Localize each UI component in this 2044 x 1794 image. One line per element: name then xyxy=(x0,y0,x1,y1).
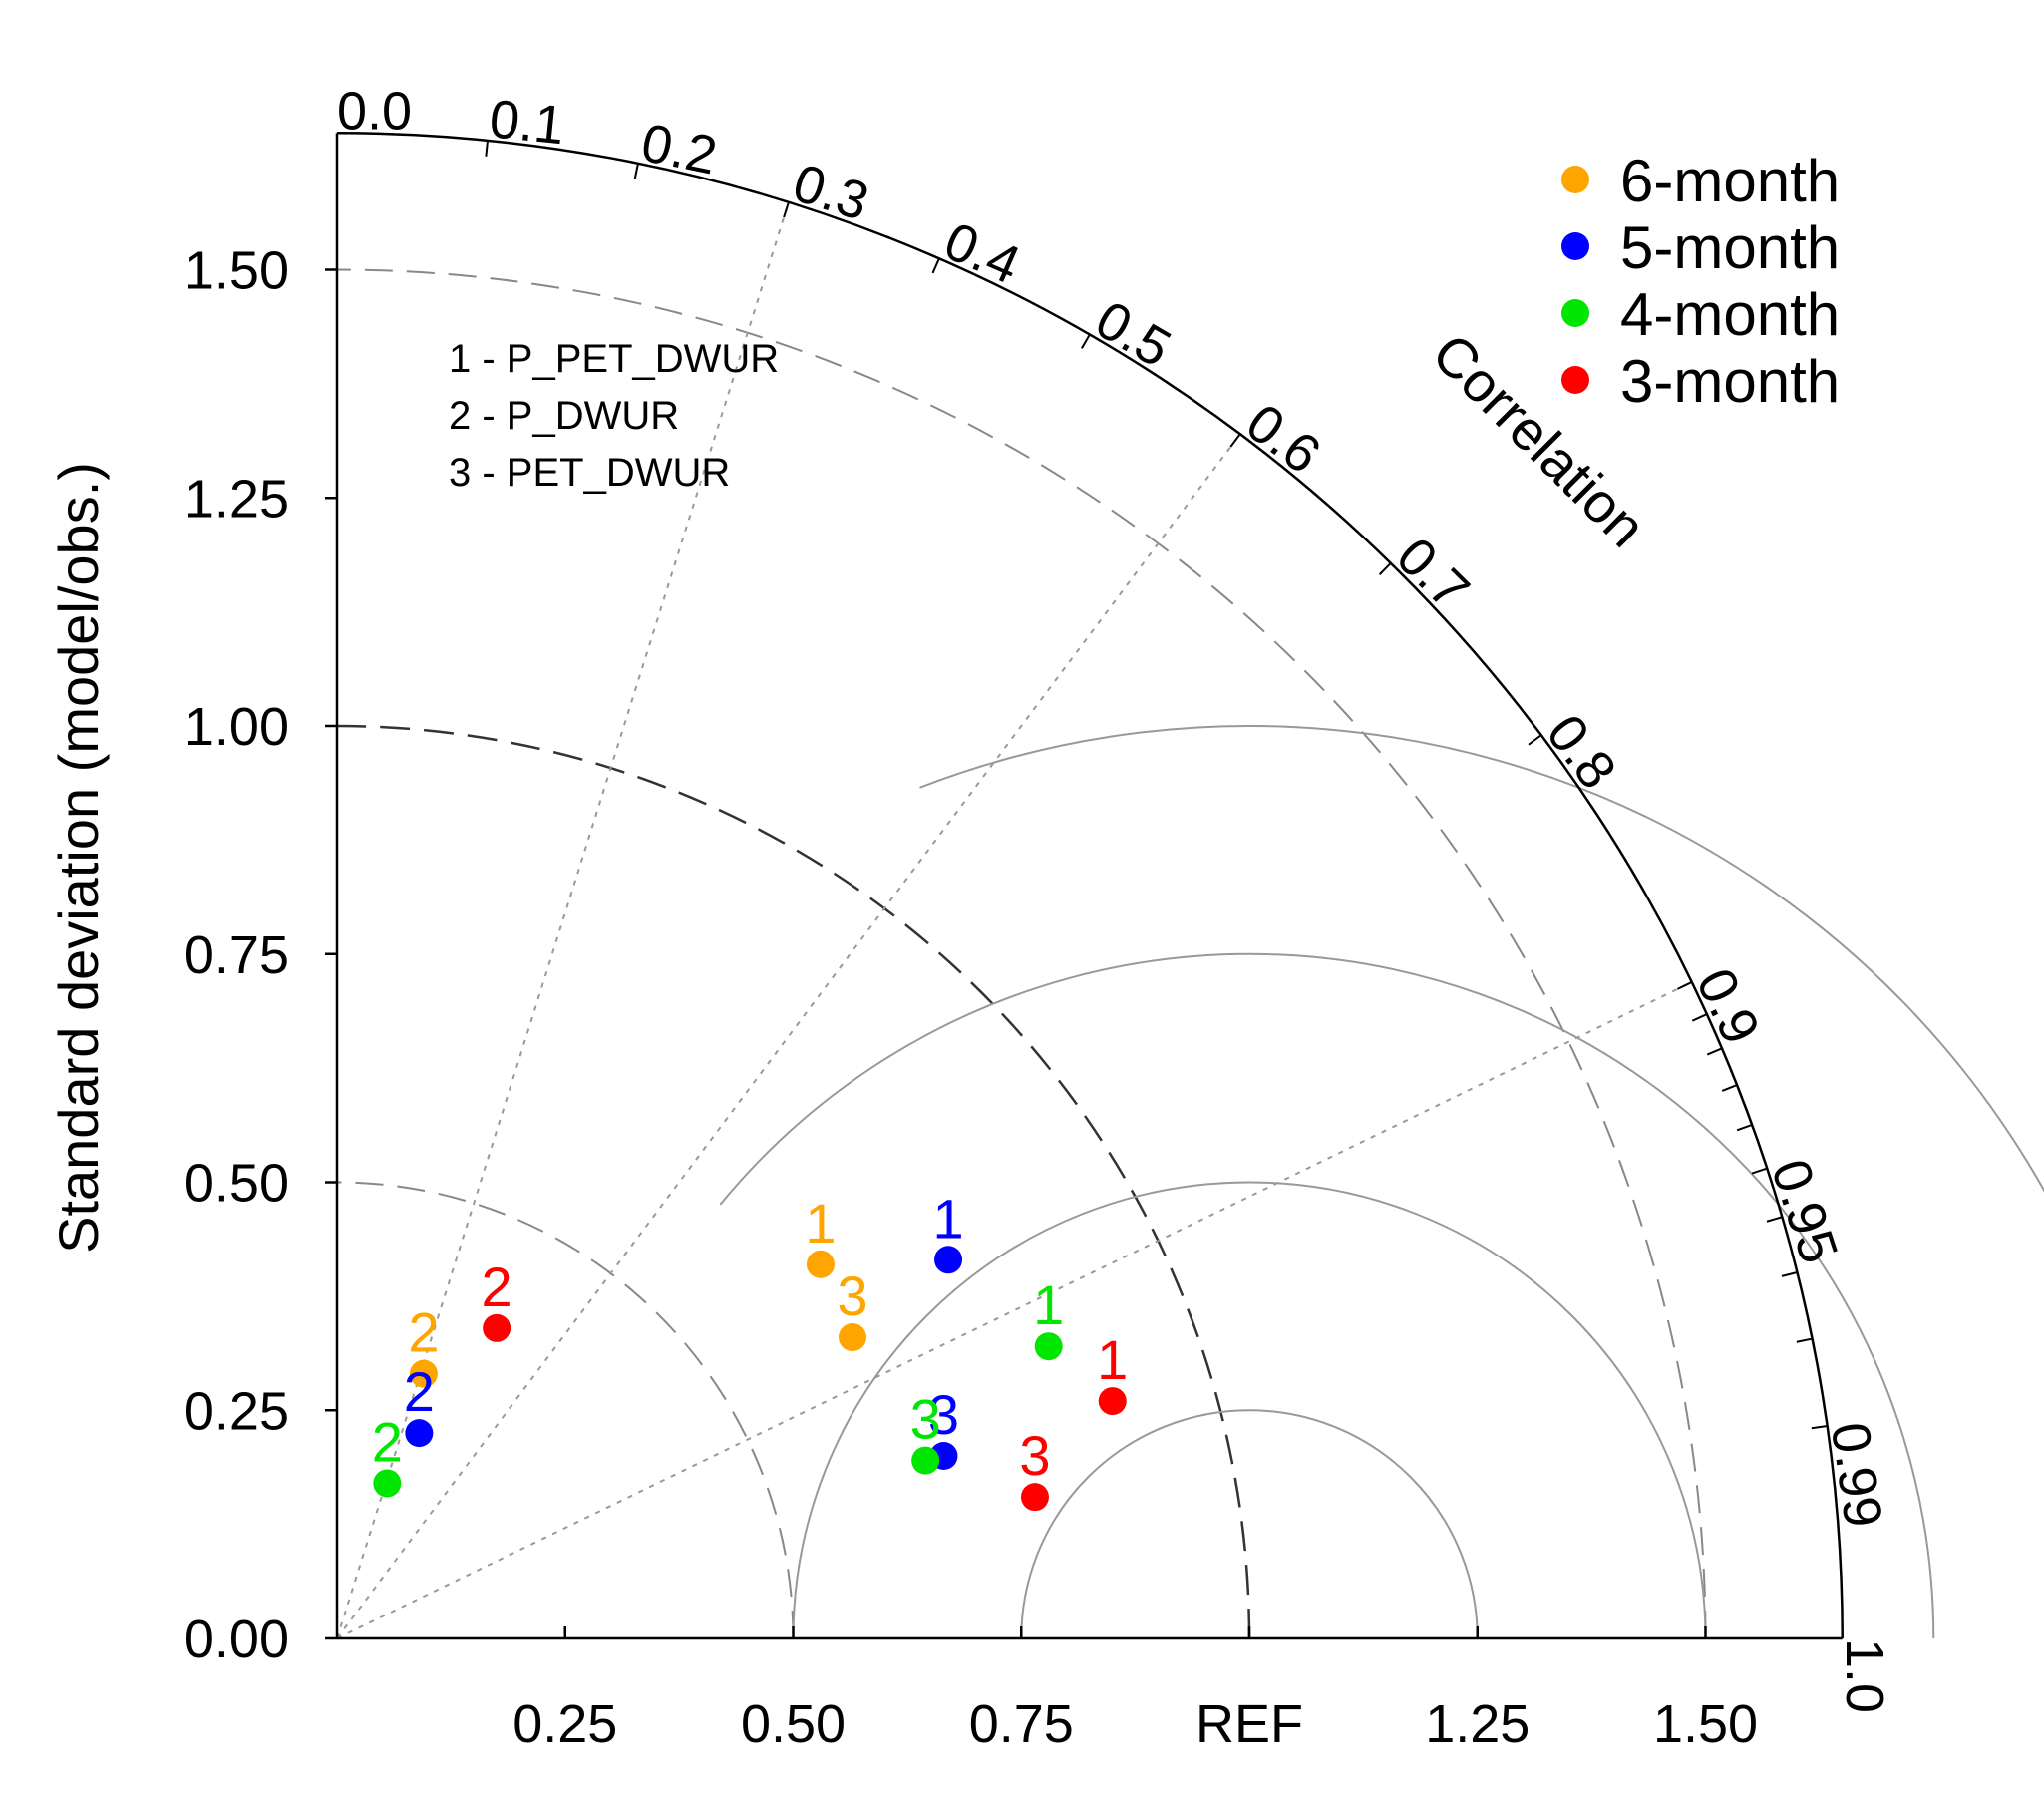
corr-tick xyxy=(1378,562,1392,575)
corr-tick xyxy=(783,201,790,218)
y-tick-label: 1.25 xyxy=(184,469,289,529)
corr-tick xyxy=(1676,981,1693,990)
data-point-label: 1 xyxy=(1033,1273,1064,1336)
case-note: 1 - P_PET_DWUR xyxy=(449,337,779,381)
case-note: 2 - P_DWUR xyxy=(449,394,679,438)
rms-arc xyxy=(719,952,1935,1639)
legend-marker xyxy=(1561,299,1589,327)
corr-tick-label: 0.0 xyxy=(337,81,412,141)
corr-tick xyxy=(1229,433,1241,448)
data-point xyxy=(1020,1483,1049,1512)
rms-arc xyxy=(1020,1409,1479,1639)
corr-tick xyxy=(1796,1337,1813,1343)
corr-radial-line xyxy=(336,433,1241,1639)
corr-tick xyxy=(633,163,639,179)
rms-arc xyxy=(792,1181,1707,1639)
corr-tick-label: 0.9 xyxy=(1685,959,1772,1053)
legend-label: 6-month xyxy=(1620,148,1840,214)
y-tick-label: 0.25 xyxy=(184,1381,289,1441)
rms-arc xyxy=(919,725,2044,1193)
corr-radial-line xyxy=(336,981,1693,1639)
corr-tick-label: 0.7 xyxy=(1385,527,1481,621)
case-note: 3 - PET_DWUR xyxy=(449,451,730,495)
std-arc xyxy=(336,1181,795,1639)
case-notes: 1 - P_PET_DWUR 2 - P_DWUR 3 - PET_DWUR xyxy=(449,337,779,495)
std-arc xyxy=(336,268,1707,1639)
corr-tick-label: 0.2 xyxy=(636,113,722,186)
data-point-label: 1 xyxy=(1097,1328,1128,1391)
corr-tick xyxy=(1781,1271,1798,1277)
corr-tick-label: 0.8 xyxy=(1534,704,1627,800)
data-point-label: 3 xyxy=(1019,1424,1050,1487)
x-tick-label: 0.25 xyxy=(512,1694,617,1754)
data-point-label: 2 xyxy=(408,1301,439,1364)
corr-tick xyxy=(1081,334,1091,349)
corr-tick xyxy=(1766,1216,1783,1223)
ref-label: REF xyxy=(1195,1694,1303,1754)
corr-tick-label: 0.4 xyxy=(936,211,1029,296)
corr-tick-label: 0.95 xyxy=(1760,1152,1850,1270)
corr-tick xyxy=(1736,1123,1753,1132)
data-point-label: 1 xyxy=(805,1192,836,1255)
corr-tick xyxy=(1811,1425,1828,1430)
legend-label: 3-month xyxy=(1620,348,1840,415)
data-point xyxy=(483,1313,511,1342)
corr-tick xyxy=(1751,1167,1768,1175)
corr-tick xyxy=(1691,1013,1708,1022)
corr-tick xyxy=(1721,1084,1738,1092)
y-tick-label: 1.50 xyxy=(184,241,289,301)
data-point xyxy=(373,1469,402,1498)
data-point-label: 1 xyxy=(932,1187,963,1250)
outer-correlation-arc xyxy=(336,132,1844,1639)
data-point xyxy=(405,1419,434,1448)
corr-tick-label: 1.0 xyxy=(1835,1638,1894,1713)
x-tick-label: 1.25 xyxy=(1425,1694,1530,1754)
y-tick-label: 0.50 xyxy=(184,1154,289,1214)
ref-std-arc xyxy=(336,724,1251,1639)
data-point xyxy=(1098,1387,1127,1416)
data-point-label: 2 xyxy=(482,1256,512,1318)
y-tick-label: 0.75 xyxy=(184,925,289,985)
y-tick-label: 1.00 xyxy=(184,697,289,757)
legend-marker xyxy=(1561,232,1589,260)
x-tick-label: 0.50 xyxy=(741,1694,846,1754)
corr-tick-label: 0.99 xyxy=(1820,1419,1893,1532)
corr-tick-label: 0.3 xyxy=(787,153,876,232)
corr-tick xyxy=(931,257,940,274)
legend-label: 4-month xyxy=(1620,281,1840,348)
data-point xyxy=(838,1323,866,1352)
data-point xyxy=(934,1246,963,1274)
data-point xyxy=(409,1359,438,1388)
data-point-label: 3 xyxy=(837,1264,867,1327)
data-point-label: 3 xyxy=(910,1388,941,1451)
data-point-label: 2 xyxy=(372,1410,403,1473)
corr-tick-label: 0.6 xyxy=(1235,393,1331,486)
legend-marker xyxy=(1561,366,1589,394)
data-point-label: 3 xyxy=(928,1383,959,1446)
corr-tick xyxy=(1528,734,1542,746)
y-axis-title: Standard deviation (model/obs.) xyxy=(47,462,110,1254)
grid-layer xyxy=(336,201,2044,1639)
data-point xyxy=(806,1250,835,1278)
y-tick-label: 0.00 xyxy=(184,1610,289,1669)
corr-tick-label: 0.5 xyxy=(1086,289,1181,379)
x-tick-label: 0.75 xyxy=(969,1694,1074,1754)
data-point-label: 2 xyxy=(404,1360,435,1423)
corr-tick xyxy=(485,140,489,157)
axes-layer xyxy=(325,132,1844,1640)
x-tick-label: 1.50 xyxy=(1653,1694,1758,1754)
corr-tick-label: 0.1 xyxy=(487,89,567,156)
data-point xyxy=(1034,1332,1063,1361)
data-point xyxy=(911,1446,940,1475)
corr-tick xyxy=(1706,1047,1723,1056)
legend-label: 5-month xyxy=(1620,214,1840,281)
legend-marker xyxy=(1561,166,1589,193)
